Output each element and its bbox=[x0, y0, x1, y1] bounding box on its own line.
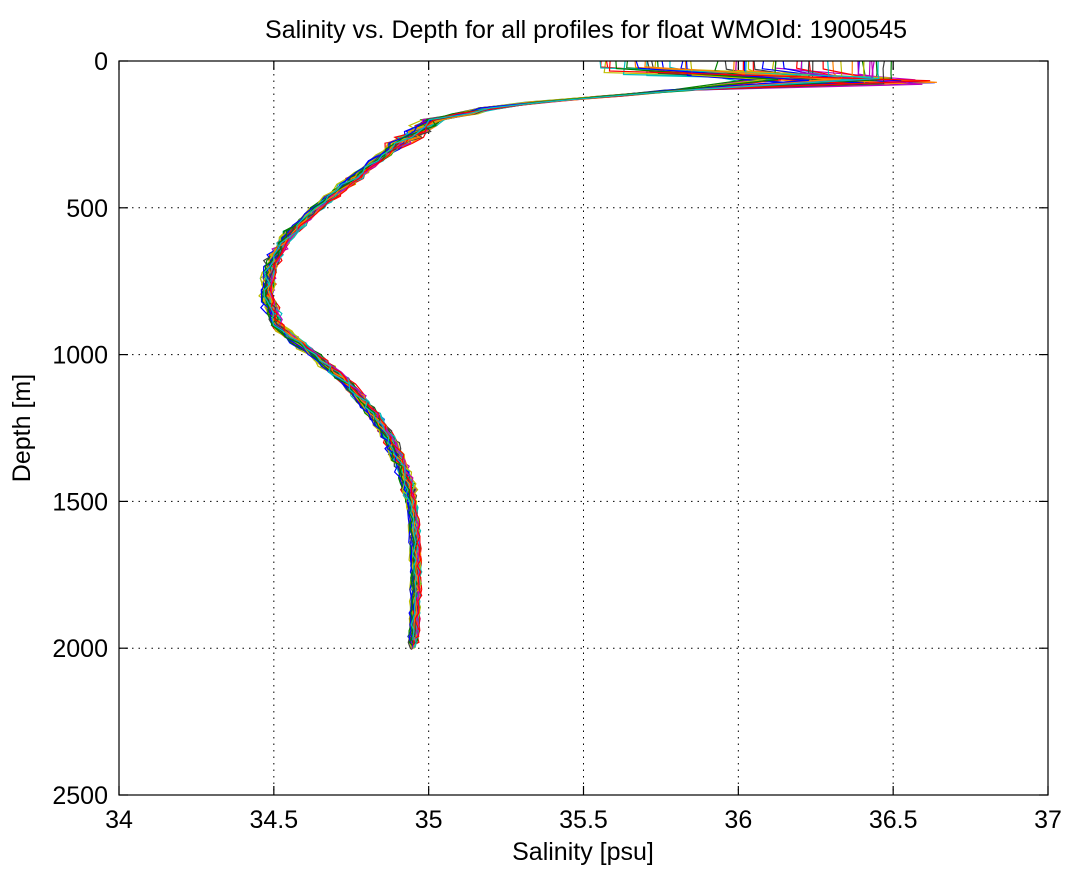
y-tick-label: 2000 bbox=[52, 635, 108, 663]
x-tick-label: 36.5 bbox=[869, 806, 918, 834]
y-tick-label: 1000 bbox=[52, 342, 108, 370]
x-tick-label: 35 bbox=[415, 806, 443, 834]
x-tick-label: 34 bbox=[105, 806, 133, 834]
profile-line bbox=[263, 60, 880, 641]
grid-lines bbox=[119, 61, 1048, 795]
x-tick-label: 35.5 bbox=[559, 806, 608, 834]
profile-line bbox=[260, 60, 809, 644]
profile-line bbox=[269, 60, 931, 639]
x-tick-label: 36 bbox=[724, 806, 752, 834]
axis-ticks: 34 34.5 35 35.5 36 36.5 37 0 500 1000 1500 2000 2500 bbox=[52, 48, 1062, 834]
profile-lines bbox=[258, 60, 937, 651]
x-axis-title: Salinity [psu] bbox=[512, 838, 654, 866]
chart-title: Salinity vs. Depth for all profiles for … bbox=[265, 16, 907, 44]
x-tick-label: 34.5 bbox=[249, 806, 298, 834]
x-tick-label: 37 bbox=[1034, 806, 1062, 834]
y-tick-label: 1500 bbox=[52, 488, 108, 516]
y-tick-label: 0 bbox=[94, 48, 108, 76]
y-tick-label: 500 bbox=[66, 195, 108, 223]
y-tick-label: 2500 bbox=[52, 782, 108, 810]
y-axis-title: Depth [m] bbox=[8, 374, 36, 482]
